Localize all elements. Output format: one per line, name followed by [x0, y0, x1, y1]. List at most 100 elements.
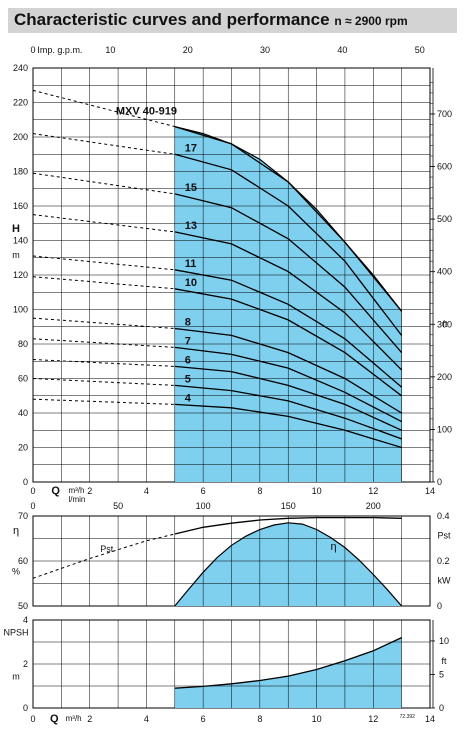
stage-label: 15 [185, 182, 197, 194]
lmin-tick-label: 100 [196, 501, 211, 511]
power-y-tick-label: 0.2 [437, 556, 450, 566]
head-curve-solid [174, 288, 402, 397]
npsh-y-tick-label: 0 [23, 703, 28, 713]
npsh-y-tick-label: 4 [23, 615, 28, 625]
head-y-tick-label: 140 [13, 236, 28, 246]
right-axis-unit: ft [442, 319, 448, 329]
npsh-x-tick-label: 0 [30, 714, 35, 724]
head-curve-dashed [32, 276, 175, 290]
npsh-right-tick-label: 10 [439, 636, 449, 646]
npsh-x-tick-label: 12 [368, 714, 378, 724]
stage-label: 8 [185, 316, 191, 328]
x-tick-label: 14 [425, 486, 435, 496]
head-y-axis-label: H [12, 223, 20, 235]
top-axis-label: Imp. g.p.m. [37, 45, 82, 55]
power-y-axis-label: Pst [437, 531, 451, 541]
head-curve-solid [174, 365, 402, 431]
eff-y-axis-unit: % [12, 567, 20, 577]
lmin-tick-label: 200 [366, 501, 381, 511]
npsh-x-tick-label: 6 [201, 714, 206, 724]
lmin-tick-label: 0 [30, 501, 35, 511]
power-curve-dashed [32, 533, 175, 579]
head-curve-dashed [32, 133, 175, 155]
q-unit-top: m³/h [68, 486, 84, 495]
right-axis-tick-label: 500 [437, 214, 452, 224]
npsh-right-tick-label: 0 [439, 703, 444, 713]
head-curve-dashed [32, 255, 175, 271]
head-curve-solid [174, 193, 403, 354]
top-axis-tick-label: 40 [337, 45, 347, 55]
eff-y-axis-label: η [13, 525, 19, 537]
x-tick-label: 2 [87, 486, 92, 496]
x-tick-label: 12 [368, 486, 378, 496]
npsh-x-tick-label: 8 [257, 714, 262, 724]
head-y-tick-label: 160 [13, 201, 28, 211]
npsh-y-axis-label: NPSH [3, 627, 28, 637]
chart-footnote: 72.392 [400, 714, 416, 720]
eff-y-tick-label: 50 [18, 601, 28, 611]
head-curve-dashed [32, 172, 175, 195]
head-y-tick-label: 0 [23, 477, 28, 487]
power-y-tick-label: 0 [437, 601, 442, 611]
npsh-curve [174, 637, 402, 689]
eff-y-tick-label: 60 [18, 556, 28, 566]
head-y-tick-label: 40 [18, 408, 28, 418]
q-label: Q [51, 485, 60, 497]
npsh-x-tick-label: 2 [87, 714, 92, 724]
head-curve-solid [174, 269, 403, 388]
head-y-tick-label: 100 [13, 305, 28, 315]
power-series-label: Pst [100, 544, 114, 554]
head-curve-solid [174, 125, 403, 312]
right-axis-tick-label: 200 [437, 372, 452, 382]
efficiency-curve [174, 522, 403, 607]
power-y-axis-unit: kW [438, 576, 452, 586]
head-curve-dashed [32, 338, 175, 348]
head-curve-dashed [32, 89, 175, 128]
power-y-tick-label: 0.4 [437, 511, 450, 521]
head-curve-dashed [32, 398, 175, 405]
x-tick-label: 6 [201, 486, 206, 496]
x-tick-label: 10 [312, 486, 322, 496]
npsh-x-tick-label-end: 14 [425, 714, 435, 724]
head-curve-solid [174, 231, 403, 371]
npsh-y-axis-unit: m [12, 671, 20, 681]
npsh-x-tick-label: 4 [144, 714, 149, 724]
stage-label: 17 [185, 142, 197, 154]
head-curve-dashed [32, 359, 175, 367]
right-axis-tick-label: 100 [437, 424, 452, 434]
head-curve-solid [174, 153, 403, 336]
stage-label: 7 [185, 335, 191, 347]
head-y-tick-label: 120 [13, 270, 28, 280]
right-axis-tick-label: 300 [437, 319, 452, 329]
right-axis-tick-label: 600 [437, 162, 452, 172]
npsh-x-tick-label: 10 [312, 714, 322, 724]
top-axis-tick-label: 30 [260, 45, 270, 55]
stage-label: 10 [185, 277, 197, 289]
right-axis-tick-label: 0 [437, 477, 442, 487]
head-y-tick-label: 240 [13, 63, 28, 73]
q-unit-bottom: l/min [68, 495, 85, 504]
stage-label: 11 [185, 258, 197, 270]
lmin-tick-label: 50 [113, 501, 123, 511]
head-curve-solid [174, 327, 402, 414]
eff-y-tick-label: 70 [18, 511, 28, 521]
npsh-q-unit: m³/h [66, 714, 82, 723]
head-y-tick-label: 180 [13, 167, 28, 177]
top-axis-tick-label: 50 [415, 45, 425, 55]
top-axis-tick-label: 20 [183, 45, 193, 55]
power-curve-solid [174, 516, 402, 535]
chart-header-bar: Characteristic curves and performance n … [8, 8, 457, 33]
npsh-y-tick-label: 2 [23, 659, 28, 669]
stage-label: 5 [185, 373, 191, 385]
title-main: Characteristic curves and performance [14, 10, 330, 29]
x-tick-label: 4 [144, 486, 149, 496]
top-axis-tick-label: 0 [30, 45, 35, 55]
lmin-tick-label: 150 [281, 501, 296, 511]
speed-label: n ≈ 2900 rpm [334, 14, 408, 28]
stage-label: 13 [185, 220, 197, 232]
head-y-tick-label: 200 [13, 132, 28, 142]
npsh-right-axis-unit: ft [441, 656, 447, 666]
top-axis-tick-label: 10 [105, 45, 115, 55]
stage-label: 6 [185, 354, 191, 366]
